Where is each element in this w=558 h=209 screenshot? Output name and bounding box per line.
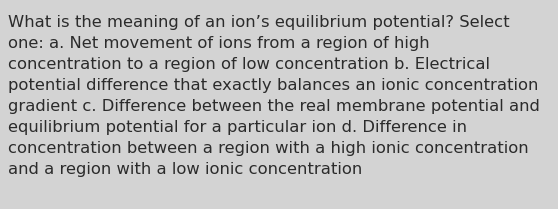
Text: What is the meaning of an ion’s equilibrium potential? Select
one: a. Net moveme: What is the meaning of an ion’s equilibr…	[8, 15, 540, 177]
